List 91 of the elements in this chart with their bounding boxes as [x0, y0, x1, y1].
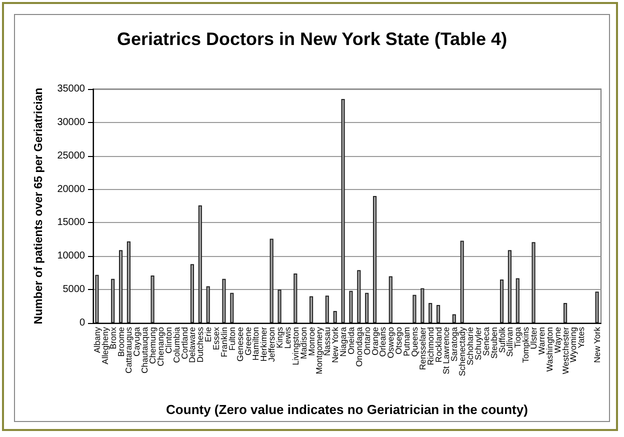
bar [428, 302, 432, 323]
bar [420, 288, 424, 323]
bar [372, 196, 377, 323]
x-tick-label: Albany [92, 326, 102, 353]
bar [118, 250, 123, 323]
x-tick-label: Delaware [187, 326, 198, 363]
bar [309, 296, 314, 323]
bar [500, 280, 504, 323]
y-tick-label: 0 [79, 318, 86, 328]
x-tick-label: Genesee [234, 326, 245, 362]
x-tick-label: Dutchess [195, 327, 206, 362]
x-tick-label: Ulster [528, 326, 539, 350]
x-tick-label: Columbia [171, 326, 182, 363]
x-tick-label: Broome [116, 326, 126, 357]
x-tick-label: Richmond [425, 326, 436, 366]
x-tick-label: Erie [203, 326, 214, 342]
bar [341, 99, 345, 323]
bar [532, 242, 536, 323]
bar [388, 276, 392, 323]
x-tick-label: Essex [211, 326, 222, 350]
bar [365, 292, 369, 323]
y-tick-label: 20000 [57, 184, 86, 195]
x-tick-label: Tioga [512, 326, 523, 348]
x-tick-label: Fulton [226, 326, 237, 351]
bar [333, 310, 337, 323]
x-tick-label: Wyoming [568, 326, 578, 362]
x-tick-label: Steuben [488, 326, 499, 359]
bar [325, 296, 329, 323]
bar [452, 314, 456, 323]
x-tick-label: Jefferson [266, 326, 277, 362]
y-axis-title: Number of patients over 65 per Geriatrician [33, 88, 45, 324]
bar [95, 274, 99, 323]
chart-title: Geriatrics Doctors in New York State (Table 4) [116, 29, 508, 49]
bar [190, 264, 194, 323]
x-tick-label: Oswego [386, 326, 396, 358]
x-tick-label: St Lawrence [441, 326, 452, 374]
bar [412, 294, 416, 323]
x-tick-label: Kings [274, 327, 285, 348]
x-tick-label: Cattaraugus [124, 327, 134, 374]
bar [278, 290, 282, 323]
x-tick-label: New York [330, 326, 340, 363]
x-tick-label: Greene [242, 326, 253, 356]
bar [436, 304, 440, 323]
bar [357, 270, 361, 323]
x-tick-label: Saratoga [449, 326, 460, 362]
x-tick-label: Warren [536, 326, 546, 355]
bar [508, 250, 512, 323]
x-tick-label: Orleans [378, 327, 388, 357]
x-tick-label: Chautauqua [140, 326, 150, 374]
bar [516, 278, 520, 323]
y-tick-label: 5000 [62, 284, 86, 296]
bar [198, 205, 202, 323]
bar [460, 240, 464, 323]
x-tick-label: Schenectady [457, 326, 468, 376]
bar [595, 292, 599, 323]
bar [270, 238, 274, 323]
bar [349, 290, 353, 323]
x-tick-label: Montgomery [314, 326, 324, 374]
x-tick-label: Orange [370, 326, 380, 356]
bar [222, 278, 226, 323]
x-tick-label: New York [592, 326, 602, 363]
x-tick-label: Livingston [290, 326, 300, 366]
bar [230, 292, 234, 323]
y-tick-label: 25000 [57, 150, 86, 162]
x-tick-label: Cortland [179, 326, 190, 360]
x-tick-label: Niagara [338, 326, 348, 357]
x-tick-label: Franklin [218, 326, 229, 358]
x-tick-label: Schuyler [472, 326, 483, 360]
x-tick-label: Rockland [433, 326, 444, 362]
x-tick-label: Sullivan [504, 326, 515, 357]
y-tick-label: 35000 [57, 84, 86, 94]
y-tick-label: 15000 [57, 217, 86, 228]
bar [150, 276, 154, 323]
x-tick-label: Monroe [306, 326, 316, 356]
bar [111, 278, 115, 323]
y-tick-label: 30000 [57, 116, 86, 128]
bar [206, 286, 210, 323]
x-tick-label: Tompkins [520, 327, 531, 363]
bar [126, 241, 131, 323]
x-tick-label: Chemung [148, 326, 158, 364]
x-tick-label: Suffolk [496, 326, 507, 353]
x-tick-label: Herkimer [258, 326, 269, 362]
bar [294, 274, 298, 323]
x-tick-label: Hamilton [250, 326, 261, 361]
x-tick-label: Schoharie [465, 326, 476, 366]
bar [563, 302, 568, 323]
y-tick-label: 10000 [57, 250, 86, 262]
x-axis-title: County (Zero value indicates no Geriatrician in the county) [166, 402, 528, 417]
x-tick-label: Washington [544, 326, 554, 372]
x-tick-label: Queens [409, 327, 420, 357]
x-tick-label: Onondaga [354, 326, 364, 367]
